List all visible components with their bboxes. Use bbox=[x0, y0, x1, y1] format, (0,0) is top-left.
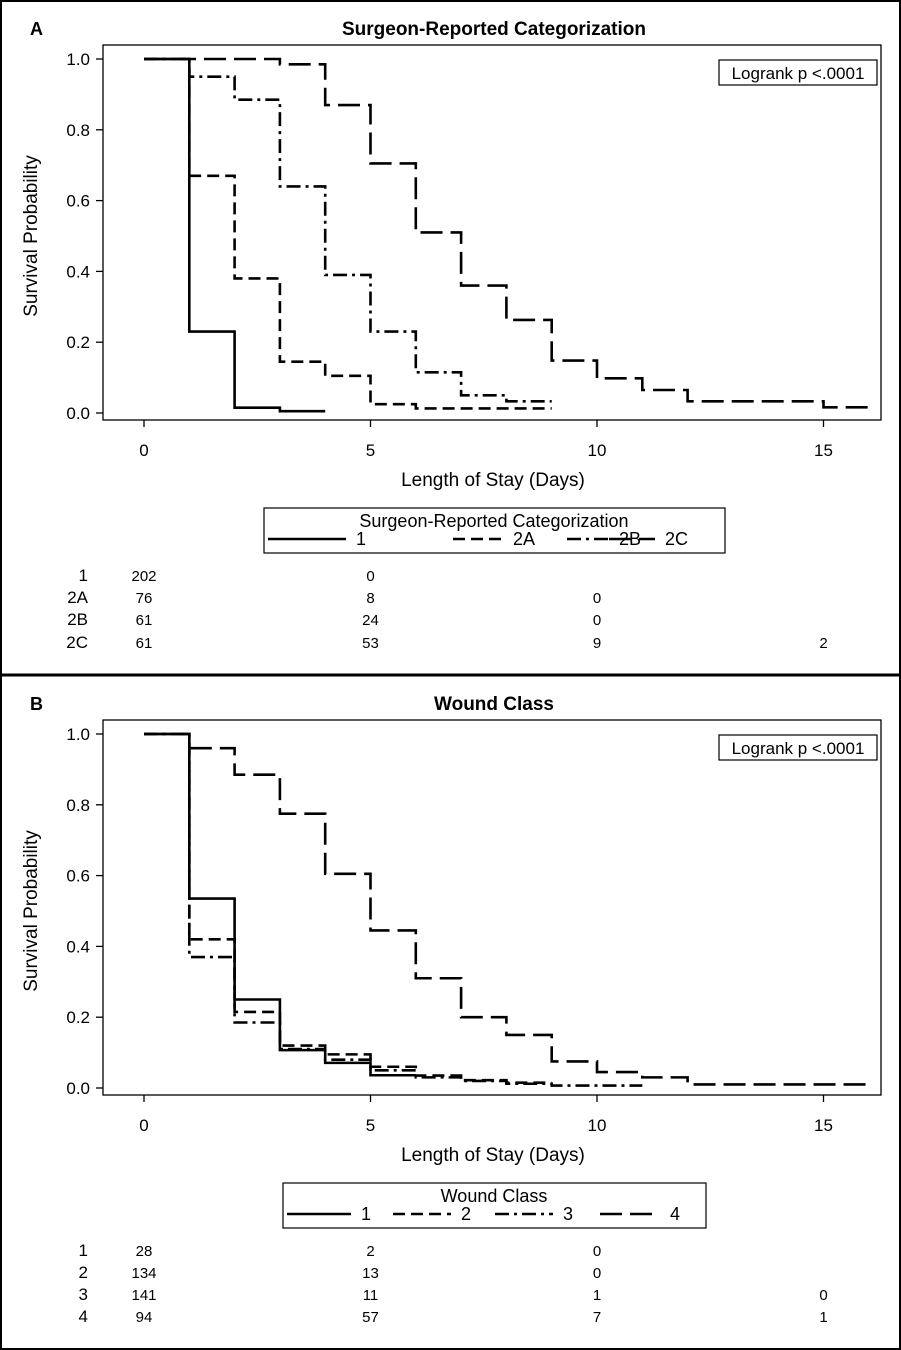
plot-frame bbox=[102, 44, 882, 421]
risk-row-label: 2A bbox=[67, 588, 88, 607]
risk-count: 13 bbox=[362, 1265, 379, 1282]
legend-label: 2C bbox=[665, 529, 688, 549]
series-line-1 bbox=[144, 57, 326, 413]
risk-count: 202 bbox=[131, 568, 156, 585]
risk-count: 61 bbox=[136, 612, 153, 629]
risk-row-label: 2 bbox=[79, 1263, 88, 1282]
risk-count: 1 bbox=[593, 1287, 601, 1304]
risk-table: 1 202 0 2A 76 8 0 2B 61 24 0 2C 61 53 9 2 bbox=[66, 566, 827, 652]
risk-count: 0 bbox=[593, 1243, 601, 1260]
risk-row-label: 1 bbox=[79, 1241, 88, 1260]
series-lines bbox=[144, 732, 871, 1088]
series-line-2B bbox=[144, 57, 552, 403]
series-line-2A bbox=[144, 57, 552, 410]
risk-count: 1 bbox=[819, 1309, 827, 1326]
y-axis-label: Survival Probability bbox=[21, 830, 42, 992]
series-lines bbox=[144, 57, 871, 413]
panel-label: B bbox=[30, 694, 43, 714]
chart-title: Wound Class bbox=[434, 694, 554, 715]
risk-row-label: 1 bbox=[79, 566, 88, 585]
x-tick-label: 10 bbox=[588, 1116, 607, 1135]
axis-ticks: 0 5 10 15 0.0 0.2 0.4 0.6 0.8 1.0 bbox=[66, 50, 833, 460]
logrank-annotation: Logrank p <.0001 bbox=[732, 739, 865, 758]
risk-count: 0 bbox=[366, 568, 374, 585]
y-tick-label: 0.6 bbox=[66, 867, 90, 886]
risk-count: 0 bbox=[593, 612, 601, 629]
y-tick-label: 0.0 bbox=[66, 404, 90, 423]
y-tick-label: 0.4 bbox=[66, 262, 90, 281]
risk-count: 2 bbox=[819, 635, 827, 652]
risk-row-label: 2B bbox=[67, 610, 88, 629]
x-tick-label: 15 bbox=[814, 441, 833, 460]
x-tick-label: 15 bbox=[814, 1116, 833, 1135]
panel-a: A Surgeon-Reported Categorization Surviv… bbox=[21, 19, 882, 652]
y-axis-label: Survival Probability bbox=[21, 155, 42, 317]
risk-count: 0 bbox=[593, 590, 601, 607]
legend-box bbox=[263, 507, 726, 554]
panel-label: A bbox=[30, 19, 43, 39]
risk-row-label: 4 bbox=[79, 1307, 88, 1326]
risk-count: 0 bbox=[819, 1287, 827, 1304]
risk-count: 61 bbox=[136, 635, 153, 652]
logrank-box bbox=[718, 734, 878, 761]
risk-count: 134 bbox=[131, 1265, 156, 1282]
legend-box bbox=[282, 1182, 707, 1229]
risk-count: 7 bbox=[593, 1309, 601, 1326]
legend-label: 2 bbox=[461, 1204, 471, 1224]
y-tick-label: 0.4 bbox=[66, 937, 90, 956]
risk-table: 1 28 2 02 134 13 03 141 11 1 04 94 57 7 1 bbox=[79, 1241, 828, 1326]
legend-label: 3 bbox=[563, 1204, 573, 1224]
logrank-annotation: Logrank p <.0001 bbox=[732, 64, 865, 83]
x-tick-label: 0 bbox=[139, 1116, 148, 1135]
axis-ticks: 0 5 10 15 0.0 0.2 0.4 0.6 0.8 1.0 bbox=[66, 725, 833, 1135]
risk-count: 57 bbox=[362, 1309, 379, 1326]
risk-count: 9 bbox=[593, 635, 601, 652]
x-tick-label: 0 bbox=[139, 441, 148, 460]
legend-label: 1 bbox=[356, 529, 366, 549]
y-tick-label: 1.0 bbox=[66, 50, 90, 69]
risk-count: 2 bbox=[366, 1243, 374, 1260]
legend-entries: 1 2 3 4 bbox=[287, 1204, 680, 1224]
plot-frame bbox=[102, 719, 882, 1096]
risk-count: 76 bbox=[136, 590, 153, 607]
legend-label: 4 bbox=[670, 1204, 680, 1224]
legend-entries: 1 2A 2B 2C bbox=[268, 529, 688, 549]
risk-count: 0 bbox=[593, 1265, 601, 1282]
risk-count: 94 bbox=[136, 1309, 153, 1326]
y-tick-label: 0.2 bbox=[66, 333, 90, 352]
risk-count: 28 bbox=[136, 1243, 153, 1260]
series-line-2 bbox=[144, 732, 552, 1084]
x-axis-label: Length of Stay (Days) bbox=[401, 470, 585, 491]
x-axis-label: Length of Stay (Days) bbox=[401, 1145, 585, 1166]
y-tick-label: 0.2 bbox=[66, 1008, 90, 1027]
series-line-4 bbox=[144, 732, 871, 1088]
legend-label: 2A bbox=[513, 529, 535, 549]
legend-title: Wound Class bbox=[441, 1186, 548, 1206]
risk-count: 141 bbox=[131, 1287, 156, 1304]
panel-b: B Wound Class Survival Probability Lengt… bbox=[21, 694, 882, 1326]
legend-title: Surgeon-Reported Categorization bbox=[359, 511, 628, 531]
risk-count: 11 bbox=[363, 1287, 379, 1304]
x-tick-label: 5 bbox=[366, 1116, 375, 1135]
y-tick-label: 0.6 bbox=[66, 192, 90, 211]
risk-count: 53 bbox=[362, 635, 379, 652]
chart-title: Surgeon-Reported Categorization bbox=[342, 19, 646, 40]
y-tick-label: 0.8 bbox=[66, 121, 90, 140]
risk-row-label: 3 bbox=[79, 1285, 88, 1304]
logrank-box bbox=[718, 59, 878, 86]
legend-label: 1 bbox=[361, 1204, 371, 1224]
y-tick-label: 0.8 bbox=[66, 796, 90, 815]
series-line-3 bbox=[144, 732, 643, 1087]
risk-row-label: 2C bbox=[66, 633, 88, 652]
series-line-2C bbox=[144, 57, 871, 413]
risk-count: 24 bbox=[362, 612, 379, 629]
x-tick-label: 10 bbox=[588, 441, 607, 460]
x-tick-label: 5 bbox=[366, 441, 375, 460]
risk-count: 8 bbox=[366, 590, 374, 607]
y-tick-label: 1.0 bbox=[66, 725, 90, 744]
y-tick-label: 0.0 bbox=[66, 1079, 90, 1098]
